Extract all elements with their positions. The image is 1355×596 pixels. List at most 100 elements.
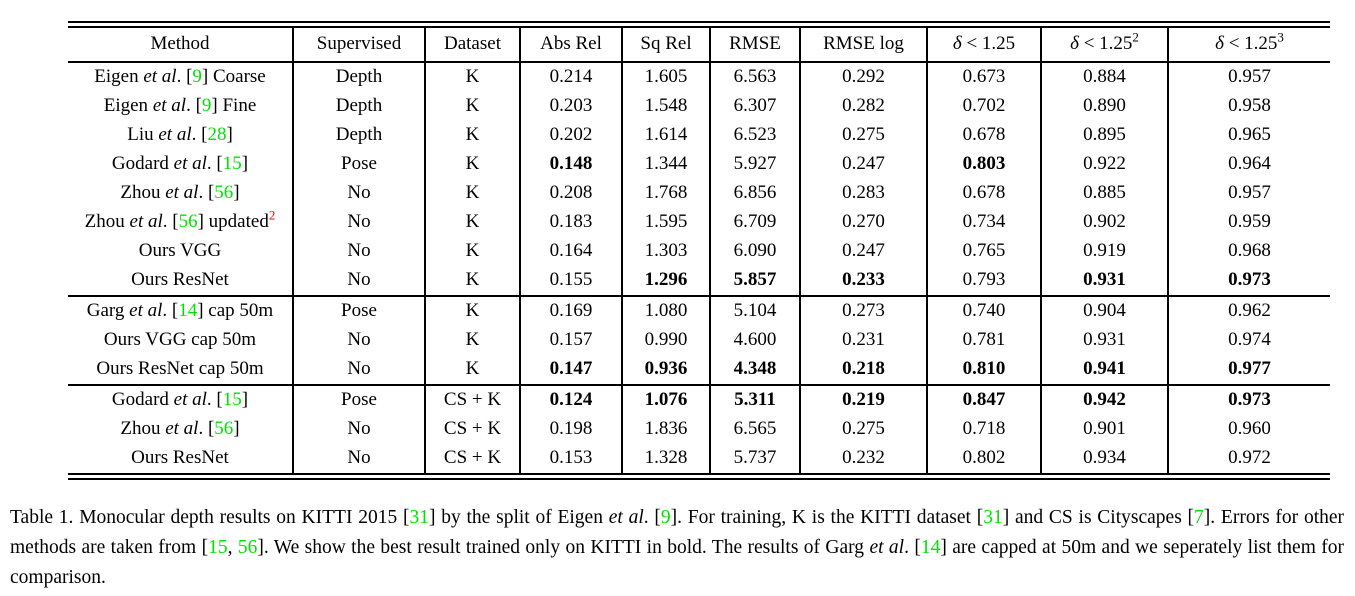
citation-link[interactable]: 56 bbox=[214, 182, 234, 203]
dataset-cell: CS + K bbox=[425, 384, 521, 415]
table-row: Zhou et al. [56] No CS + K 0.198 1.836 6.565 0… bbox=[68, 415, 1330, 444]
metric-cell: 0.965 bbox=[1228, 124, 1271, 145]
supervised-cell: No bbox=[293, 208, 426, 237]
column-header: RMSE log bbox=[800, 24, 928, 63]
table-row: Eigen et al. [9] Coarse Depth K 0.214 1.605 6… bbox=[68, 62, 1330, 92]
citation-link[interactable]: 15 bbox=[208, 537, 228, 558]
text-segment: δ bbox=[952, 33, 962, 54]
metric-cell: 0.802 bbox=[927, 444, 1042, 477]
text-segment: ]. For training, K is the KITTI dataset … bbox=[670, 507, 984, 528]
metric-cell: 0.884 bbox=[1041, 62, 1169, 92]
metric-cell: 1.076 bbox=[622, 384, 711, 415]
metric-cell: 0.231 bbox=[800, 326, 928, 355]
text-segment: ]. We show the best result trained only … bbox=[257, 537, 870, 558]
table-row: Liu et al. [28] Depth K 0.202 1.614 6.523 0.27… bbox=[68, 121, 1330, 150]
method-cell: Eigen et al. [9] Fine bbox=[68, 92, 294, 121]
method-cell: Eigen et al. [9] Coarse bbox=[68, 62, 294, 92]
text-segment: ] and CS is Cityscapes [ bbox=[1002, 507, 1195, 528]
text-segment: ] bbox=[226, 124, 233, 145]
metric-cell: 0.895 bbox=[1041, 121, 1169, 150]
metric-cell: 0.902 bbox=[1041, 208, 1169, 237]
text-segment: ] are capped at 50m and we seperately li… bbox=[10, 537, 1344, 588]
text-segment: . [ bbox=[186, 95, 202, 116]
text-segment: < 1.25 bbox=[1223, 33, 1278, 54]
citation-link[interactable]: 31 bbox=[983, 507, 1003, 528]
method-cell: Godard et al. [15] bbox=[68, 150, 294, 179]
text-segment: et al bbox=[165, 182, 199, 203]
metric-cell: 6.307 bbox=[710, 92, 801, 121]
metric-cell: 0.740 bbox=[927, 295, 1042, 326]
dataset-cell: K bbox=[425, 150, 521, 179]
column-header: δ < 1.252 bbox=[1041, 24, 1169, 63]
text-segment: RMSE log bbox=[823, 33, 904, 54]
metric-cell: 1.303 bbox=[622, 237, 711, 266]
supervised-cell: No bbox=[293, 415, 426, 444]
citation-link[interactable]: 15 bbox=[222, 389, 242, 410]
citation-link[interactable]: 9 bbox=[201, 95, 212, 116]
text-segment: Ours ResNet cap 50m bbox=[96, 358, 264, 379]
metric-cell: 0.247 bbox=[800, 237, 928, 266]
text-segment: . [ bbox=[198, 182, 215, 203]
dataset-cell: CS + K bbox=[425, 444, 521, 477]
method-cell: Garg et al. [14] cap 50m bbox=[68, 295, 294, 326]
supervised-cell: Depth bbox=[293, 121, 426, 150]
table-row: Ours VGG cap 50m No K 0.157 0.990 4.600 0.231 0… bbox=[68, 326, 1330, 355]
table-row: Zhou et al. [56] No K 0.208 1.768 6.856 0.283 0… bbox=[68, 179, 1330, 208]
supervised-cell: No bbox=[293, 355, 426, 385]
text-segment: 2 bbox=[1132, 29, 1139, 45]
citation-link[interactable]: 7 bbox=[1194, 507, 1204, 528]
metric-cell: 1.595 bbox=[622, 208, 711, 237]
text-segment: Zhou bbox=[120, 182, 166, 203]
metric-cell: 0.155 bbox=[520, 266, 623, 296]
text-segment: . [ bbox=[206, 153, 223, 174]
dataset-cell: K bbox=[425, 237, 521, 266]
metric-cell: 6.090 bbox=[710, 237, 801, 266]
metric-cell: 0.793 bbox=[927, 266, 1042, 296]
text-segment: ] by the split of Eigen bbox=[428, 507, 609, 528]
citation-link[interactable]: 15 bbox=[222, 153, 242, 174]
metric-cell: 0.973 bbox=[1228, 269, 1271, 290]
citation-link[interactable]: 56 bbox=[214, 418, 234, 439]
table-row: Garg et al. [14] cap 50m Pose K 0.169 1.080 5… bbox=[68, 295, 1330, 326]
table-row: Godard et al. [15] Pose CS + K 0.124 1.076 5.… bbox=[68, 384, 1330, 415]
citation-link[interactable]: 31 bbox=[409, 507, 429, 528]
method-cell: Ours ResNet cap 50m bbox=[68, 355, 294, 385]
metric-cell: 0.931 bbox=[1041, 266, 1169, 296]
metric-cell: 0.972 bbox=[1228, 447, 1271, 468]
metric-cell: 4.600 bbox=[710, 326, 801, 355]
metric-cell: 0.957 bbox=[1228, 66, 1271, 87]
citation-link[interactable]: 9 bbox=[660, 507, 671, 528]
metric-cell: 0.803 bbox=[927, 150, 1042, 179]
method-cell: Ours ResNet bbox=[68, 266, 294, 296]
table-row: Ours ResNet No K 0.155 1.296 5.857 0.233 0.793 0… bbox=[68, 266, 1330, 296]
metric-cell: 0.678 bbox=[927, 121, 1042, 150]
metric-cell: 0.942 bbox=[1041, 384, 1169, 415]
text-segment: et al bbox=[129, 211, 163, 232]
citation-link[interactable]: 28 bbox=[207, 124, 227, 145]
metric-cell: 0.959 bbox=[1228, 211, 1271, 232]
text-segment: δ bbox=[1215, 33, 1224, 54]
citation-link[interactable]: 9 bbox=[192, 66, 202, 87]
metric-cell: 0.810 bbox=[927, 355, 1042, 385]
metric-cell: 5.737 bbox=[710, 444, 801, 477]
text-segment: Ours ResNet bbox=[131, 447, 229, 468]
metric-cell: 0.931 bbox=[1041, 326, 1169, 355]
text-segment: et al bbox=[173, 153, 207, 174]
text-segment: Abs Rel bbox=[540, 33, 602, 54]
metric-cell: 1.296 bbox=[622, 266, 711, 296]
dataset-cell: K bbox=[425, 179, 521, 208]
footnote-marker: 2 bbox=[268, 208, 276, 223]
citation-link[interactable]: 56 bbox=[178, 211, 198, 232]
metric-cell: 1.605 bbox=[622, 62, 711, 92]
metric-cell: 0.283 bbox=[800, 179, 928, 208]
text-segment: Ours ResNet bbox=[131, 269, 229, 290]
citation-link[interactable]: 56 bbox=[237, 537, 258, 558]
table-row: Eigen et al. [9] Fine Depth K 0.203 1.548 6.3… bbox=[68, 92, 1330, 121]
citation-link[interactable]: 14 bbox=[920, 537, 941, 558]
text-segment: Supervised bbox=[316, 33, 402, 54]
metric-cell: 0.960 bbox=[1228, 418, 1271, 439]
text-segment: Ours VGG cap 50m bbox=[103, 329, 257, 350]
metric-cell: 1.836 bbox=[622, 415, 711, 444]
citation-link[interactable]: 14 bbox=[178, 300, 198, 321]
text-segment: Godard bbox=[111, 153, 174, 174]
